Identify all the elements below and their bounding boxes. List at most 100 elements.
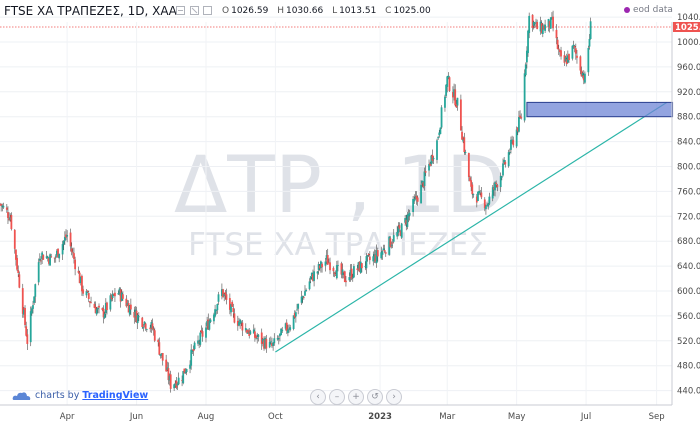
chart-navigation: ‹ – + ↺ › <box>310 389 410 405</box>
dot-icon <box>624 6 630 13</box>
candle-body <box>167 368 170 381</box>
candle <box>335 260 338 280</box>
candle-body <box>29 311 32 343</box>
candle-body <box>469 177 471 182</box>
candle <box>185 368 188 376</box>
candle <box>247 328 249 334</box>
favorite-icon[interactable] <box>176 6 185 15</box>
candle-body <box>581 73 584 76</box>
candle <box>104 298 107 318</box>
candle <box>263 336 265 351</box>
candle <box>358 261 361 273</box>
candle-body <box>254 331 256 338</box>
chart-type-icon[interactable] <box>203 6 212 15</box>
settings-icon[interactable] <box>190 6 199 15</box>
candle-body <box>56 250 58 256</box>
candle-body <box>494 182 496 191</box>
branding[interactable]: charts by TradingView <box>12 390 148 401</box>
scroll-left-button[interactable]: ‹ <box>310 389 326 405</box>
candle-body <box>247 332 249 334</box>
candle-body <box>483 199 486 209</box>
candle <box>200 325 203 334</box>
candle <box>318 264 321 272</box>
tradingview-link[interactable]: TradingView <box>82 390 149 401</box>
candle-body <box>414 196 417 199</box>
candle <box>151 318 154 331</box>
candle <box>406 211 409 230</box>
candle-body <box>495 182 498 185</box>
candle <box>296 303 298 311</box>
candle-body <box>143 321 146 326</box>
candle <box>79 276 82 286</box>
candle <box>85 289 88 298</box>
candle-body <box>21 288 24 314</box>
candle <box>21 283 24 318</box>
candle <box>444 94 446 112</box>
x-tick-label: Mar <box>439 412 456 422</box>
candle <box>447 72 450 80</box>
candle <box>357 261 360 272</box>
candle-body <box>217 294 220 302</box>
candle-body <box>533 22 536 24</box>
candle-body <box>24 307 26 326</box>
candle-body <box>241 322 244 331</box>
candle-body <box>216 304 219 311</box>
candle-body <box>523 73 526 121</box>
candle-body <box>557 48 560 50</box>
candle-body <box>193 342 196 350</box>
candle-body <box>573 45 576 48</box>
candle-body <box>0 203 1 205</box>
candle-body <box>324 261 327 266</box>
scroll-right-button[interactable]: › <box>386 389 402 405</box>
candle-body <box>327 262 330 264</box>
candle <box>193 341 196 351</box>
candle-body <box>491 187 494 199</box>
candle <box>8 212 11 222</box>
candle <box>206 316 209 330</box>
candle <box>106 301 108 315</box>
candle-body <box>431 154 434 161</box>
candle-body <box>294 312 297 317</box>
candle <box>321 262 323 273</box>
candle <box>257 334 260 342</box>
candle <box>38 253 41 263</box>
zoom-out-button[interactable]: – <box>329 389 345 405</box>
last-price-label: 1025. <box>675 23 700 33</box>
candle <box>223 292 226 302</box>
candle-body <box>62 240 65 245</box>
candle-body <box>128 305 131 315</box>
candle-body <box>437 137 440 139</box>
candle-body <box>345 280 347 283</box>
candle-body <box>384 252 387 254</box>
candle <box>555 24 558 45</box>
candle-body <box>373 254 376 259</box>
candle <box>128 304 131 317</box>
candle <box>279 333 281 342</box>
candle <box>112 293 115 296</box>
candle <box>184 368 187 374</box>
reset-button[interactable]: ↺ <box>367 389 383 405</box>
candle <box>488 192 491 206</box>
candle <box>469 175 471 182</box>
candle <box>464 149 467 155</box>
candle-body <box>89 301 91 303</box>
candle <box>252 324 255 334</box>
candle <box>81 274 83 296</box>
y-tick-label: 960.00 <box>677 63 700 73</box>
candle <box>281 326 284 333</box>
candle-body <box>90 302 92 304</box>
candle-body <box>185 369 188 373</box>
candle <box>294 310 297 323</box>
candle <box>512 136 515 148</box>
candle-body <box>252 329 255 334</box>
candle <box>565 53 568 67</box>
eod-badge: eod data <box>624 5 673 15</box>
candle <box>40 256 42 266</box>
candle-body <box>508 152 511 153</box>
candle <box>392 229 395 244</box>
candle-body <box>547 19 550 27</box>
zoom-in-button[interactable]: + <box>348 389 364 405</box>
candle <box>342 271 345 279</box>
candle-body <box>273 338 276 344</box>
